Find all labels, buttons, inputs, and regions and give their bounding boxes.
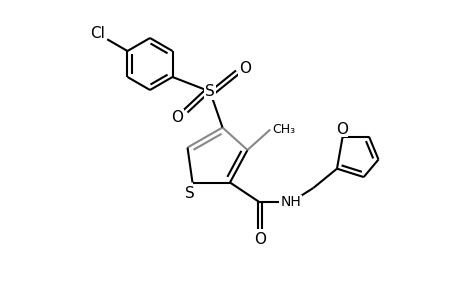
Text: NH: NH: [280, 196, 300, 209]
Text: O: O: [239, 61, 251, 76]
Text: O: O: [335, 122, 347, 136]
Text: Cl: Cl: [90, 26, 105, 41]
Text: CH₃: CH₃: [272, 123, 295, 136]
Text: S: S: [205, 84, 214, 99]
Text: O: O: [253, 232, 265, 247]
Text: S: S: [185, 186, 195, 201]
Text: O: O: [171, 110, 183, 125]
